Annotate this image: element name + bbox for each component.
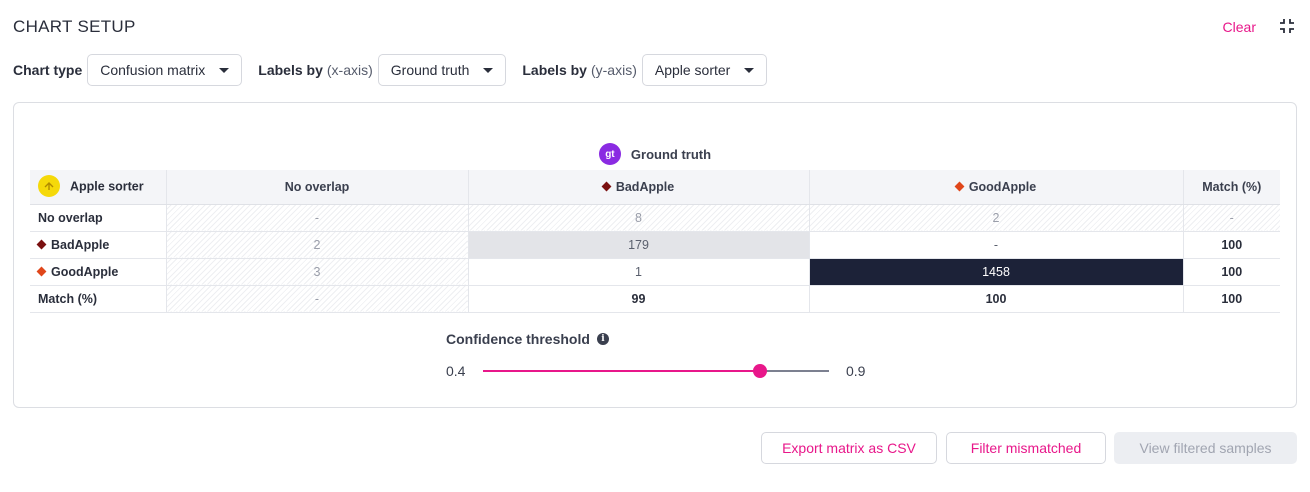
view-filtered-samples-button[interactable]: View filtered samples [1114,432,1297,464]
badapple-diamond-icon [36,239,47,250]
col-header-label: BadApple [615,179,675,194]
slider-min-value: 0.4 [446,363,466,379]
slider-thumb[interactable] [752,364,767,378]
match-cell: 100 [1182,258,1280,286]
row-header-match: Match (%) [30,285,166,313]
row-header-label: GoodApple [51,264,119,279]
col-header-badapple[interactable]: BadApple [467,170,809,205]
chart-type-select[interactable]: Confusion matrix [87,54,243,86]
col-header-label: GoodApple [968,179,1037,194]
row-header-goodapple[interactable]: GoodApple [30,258,166,286]
clear-button[interactable]: Clear [1222,19,1256,35]
confusion-matrix-panel: gt Ground truth Apple sorter No overlap … [13,102,1297,408]
row-header-label: No overlap [38,210,103,225]
slider-track-fill [483,370,760,372]
matrix-header-row: Apple sorter No overlap BadApple GoodApp… [30,170,1280,205]
filter-mismatched-button[interactable]: Filter mismatched [946,432,1106,464]
matrix-cell[interactable]: 3 [165,258,468,286]
goodapple-diamond-icon [954,181,965,192]
info-icon[interactable]: i [596,333,609,345]
corner-label: Apple sorter [70,179,144,194]
matrix-cell[interactable]: 1 [467,258,809,286]
goodapple-diamond-icon [36,266,47,277]
col-header-goodapple[interactable]: GoodApple [808,170,1183,205]
row-header-no-overlap[interactable]: No overlap [30,204,166,232]
table-row: GoodApple 3 1 1458 100 [30,258,1280,286]
ground-truth-header: gt Ground truth [14,143,1296,165]
caret-down-icon [744,67,755,73]
matrix-cell[interactable]: 2 [808,204,1183,232]
x-axis-sublabel: (x-axis) [326,62,373,78]
match-cell: 100 [1182,285,1280,313]
matrix-cell[interactable]: 8 [467,204,809,232]
matrix-cell[interactable]: 179 [467,231,809,259]
match-cell: 99 [467,285,809,313]
matrix-cell[interactable]: 2 [165,231,468,259]
col-header-label: No overlap [284,179,350,194]
slider-track[interactable] [483,364,829,378]
chart-type-value: Confusion matrix [100,62,206,78]
y-axis-select[interactable]: Apple sorter [641,54,768,86]
slider-max-value: 0.9 [846,363,866,379]
y-axis-value: Apple sorter [654,62,731,78]
matrix-cell[interactable]: - [165,204,468,232]
x-axis-select[interactable]: Ground truth [377,54,507,86]
table-row: Match (%) - 99 100 100 [30,285,1280,313]
matrix-cell[interactable]: - [808,231,1183,259]
row-header-label: Match (%) [38,291,98,306]
matrix-cell[interactable]: 1458 [808,258,1183,286]
x-axis-label: Labels by [258,62,323,78]
chart-type-label: Chart type [13,62,83,78]
apple-sorter-icon [38,174,60,197]
corner-header: Apple sorter [30,170,166,205]
collapse-icon[interactable] [1279,18,1295,34]
table-row: BadApple 2 179 - 100 [30,231,1280,259]
table-row: No overlap - 8 2 - [30,204,1280,232]
caret-down-icon [483,67,494,73]
match-cell: - [165,285,468,313]
y-axis-sublabel: (y-axis) [590,62,637,78]
col-header-label: Match (%) [1202,179,1262,194]
confidence-threshold: Confidence threshold i 0.4 0.9 [446,331,865,379]
row-header-label: BadApple [51,237,110,252]
export-csv-button[interactable]: Export matrix as CSV [761,432,937,464]
chart-setup-controls: Chart type Confusion matrix Labels by (x… [13,54,768,86]
ground-truth-badge: gt [598,143,621,165]
x-axis-value: Ground truth [390,62,470,78]
ground-truth-title: Ground truth [630,146,712,162]
col-header-no-overlap[interactable]: No overlap [165,170,468,205]
y-axis-label: Labels by [522,62,587,78]
page-title: CHART SETUP [13,17,136,36]
match-cell: 100 [808,285,1183,313]
col-header-match: Match (%) [1182,170,1280,205]
match-cell: - [1182,204,1280,232]
match-cell: 100 [1182,231,1280,259]
confidence-label-text: Confidence threshold [446,331,590,347]
badapple-diamond-icon [601,181,612,192]
row-header-badapple[interactable]: BadApple [30,231,166,259]
caret-down-icon [219,67,230,73]
chart-setup-header: CHART SETUP Clear [13,15,1297,39]
confusion-matrix-table: Apple sorter No overlap BadApple GoodApp… [30,170,1280,313]
confidence-threshold-label: Confidence threshold i [446,331,609,347]
confidence-slider: 0.4 0.9 [446,361,886,381]
